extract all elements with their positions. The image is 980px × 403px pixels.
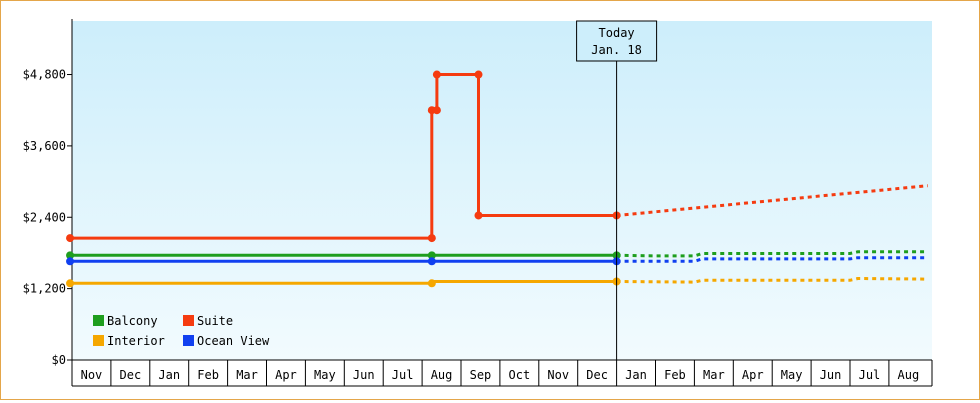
month-label: Jan [158,368,180,382]
legend-swatch-balcony [93,315,104,326]
data-point-ocean-view [427,257,436,266]
month-label: Oct [509,368,531,382]
month-label: Sep [470,368,492,382]
month-label: May [781,368,803,382]
month-label: Apr [275,368,297,382]
series-forecast-interior [616,276,928,284]
y-tick-label: $4,800 [23,68,66,82]
y-tick-label: $3,600 [23,139,66,153]
series-forecast-balcony [616,250,928,258]
month-label: Nov [547,368,569,382]
series-layer [66,70,928,288]
month-label: Jun [353,368,375,382]
month-label: Jan [625,368,647,382]
y-tick-label: $1,200 [23,282,66,296]
month-label: Apr [742,368,764,382]
month-label: May [314,368,336,382]
month-label: Aug [898,368,920,382]
data-point-suite [474,70,483,79]
legend-swatch-ocean-view [183,335,194,346]
today-label: Today [599,26,635,40]
series-balcony [66,250,928,260]
month-label: Feb [197,368,219,382]
data-point-suite [432,70,441,79]
month-label: Aug [431,368,453,382]
legend-label-interior: Interior [107,334,165,348]
plot-area [72,21,932,360]
data-point-balcony [66,251,75,260]
series-forecast-ocean-view [616,256,928,263]
data-point-interior [66,279,75,288]
series-ocean-view [66,256,928,266]
legend-swatch-interior [93,335,104,346]
x-axis: Nov Dec Jan Feb Mar Apr May Jun Jul Aug Sep Oct Nov D… [71,359,933,387]
legend: Balcony Suite Interior Ocean View [93,314,270,348]
legend-swatch-suite [183,315,194,326]
y-tick-label: $0 [52,353,66,367]
today-box [576,20,658,62]
month-label: Nov [81,368,103,382]
today-marker: Today Jan. 18 [576,20,658,360]
series-line-suite [70,73,617,240]
today-date: Jan. 18 [591,43,642,57]
data-point-suite [427,234,436,243]
month-label: Jul [859,368,881,382]
series-suite [66,70,928,243]
y-axis: $0 $1,200 $2,400 $3,600 $4,800 [23,19,73,367]
legend-label-ocean-view: Ocean View [197,334,270,348]
series-interior [66,276,928,288]
legend-label-suite: Suite [197,314,233,328]
month-label: Mar [236,368,258,382]
legend-label-balcony: Balcony [107,314,158,328]
month-label: Jun [820,368,842,382]
data-point-suite [474,211,483,220]
month-label: Dec [586,368,608,382]
data-point-ocean-view [66,257,75,266]
data-point-suite [432,106,441,115]
data-point-interior [427,279,436,288]
month-label: Dec [120,368,142,382]
y-tick-label: $2,400 [23,210,66,224]
month-label: Jul [392,368,414,382]
data-point-suite [66,234,75,243]
month-label: Mar [703,368,725,382]
month-label: Feb [664,368,686,382]
data-point-balcony [427,251,436,260]
